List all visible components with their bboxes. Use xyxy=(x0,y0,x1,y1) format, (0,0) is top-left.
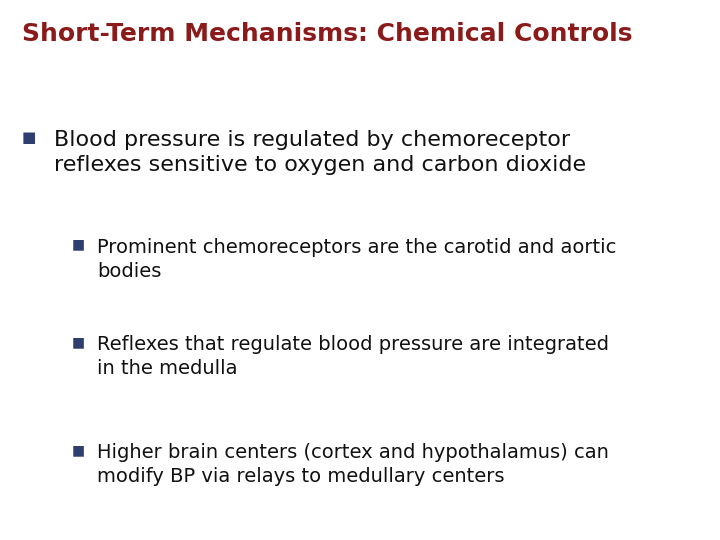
Text: ■: ■ xyxy=(72,443,85,457)
Text: Higher brain centers (cortex and hypothalamus) can
modify BP via relays to medul: Higher brain centers (cortex and hypotha… xyxy=(97,443,609,486)
Text: ■: ■ xyxy=(72,335,85,349)
Text: Short-Term Mechanisms: Chemical Controls: Short-Term Mechanisms: Chemical Controls xyxy=(22,22,632,45)
Text: Reflexes that regulate blood pressure are integrated
in the medulla: Reflexes that regulate blood pressure ar… xyxy=(97,335,609,378)
Text: ■: ■ xyxy=(72,238,85,252)
Text: Blood pressure is regulated by chemoreceptor
reflexes sensitive to oxygen and ca: Blood pressure is regulated by chemorece… xyxy=(54,130,586,175)
Text: Prominent chemoreceptors are the carotid and aortic
bodies: Prominent chemoreceptors are the carotid… xyxy=(97,238,616,281)
Text: ■: ■ xyxy=(22,130,36,145)
